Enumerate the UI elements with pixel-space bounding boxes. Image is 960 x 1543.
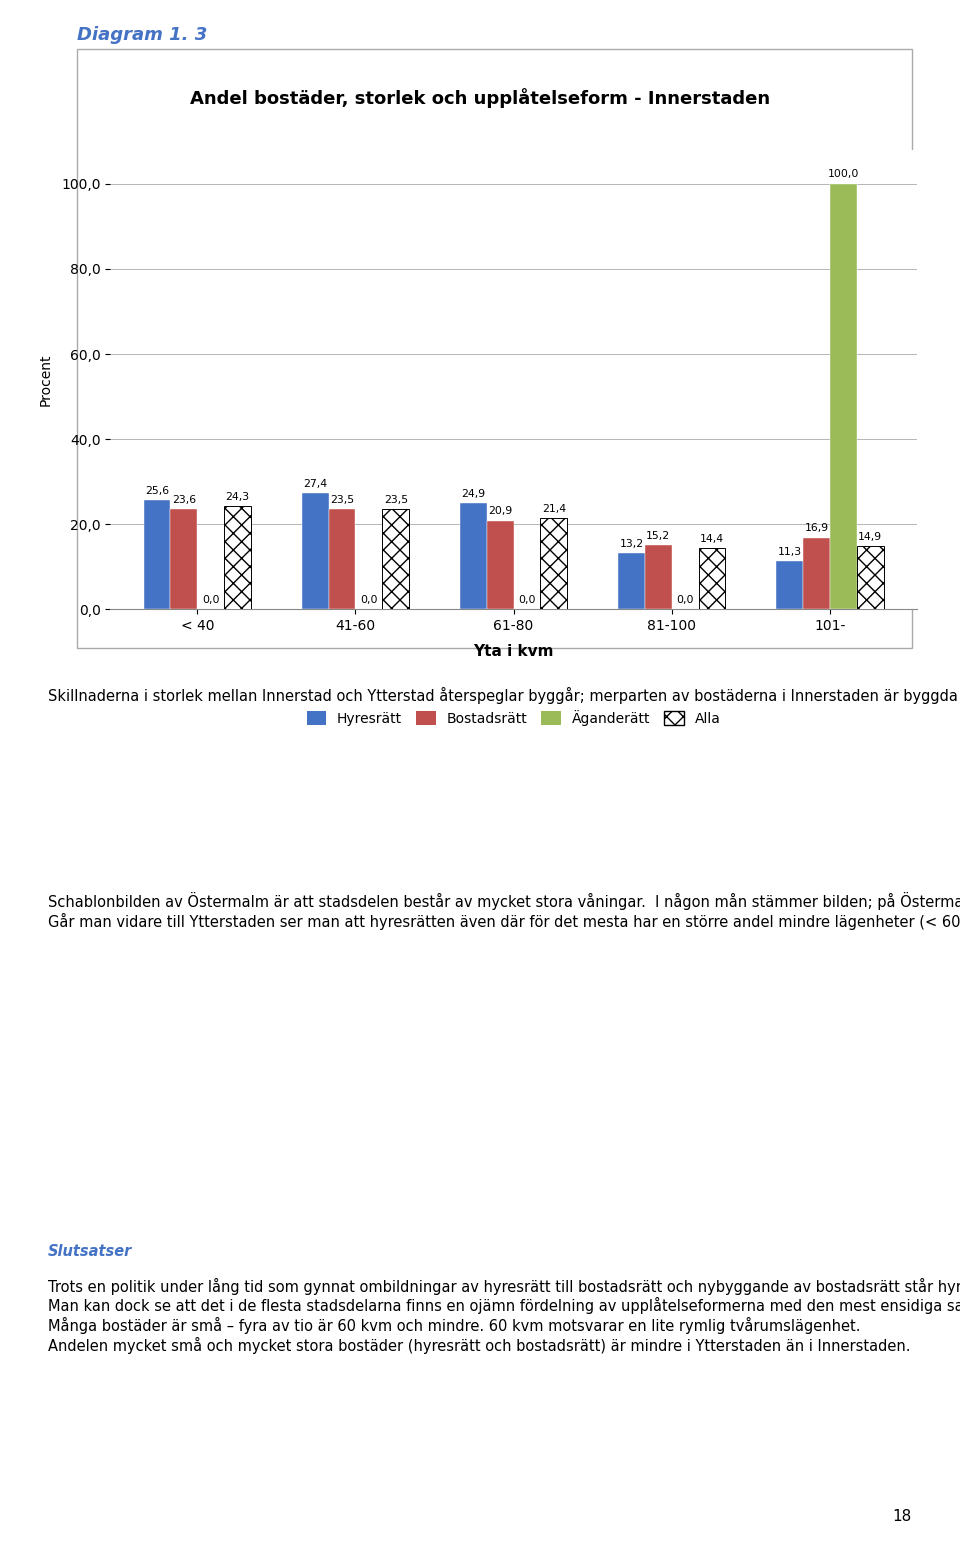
Bar [618, 554, 645, 609]
Bar [225, 506, 252, 609]
Text: Slutsatser: Slutsatser [48, 1244, 132, 1259]
Text: 24,9: 24,9 [461, 489, 486, 500]
X-axis label: Yta i kvm: Yta i kvm [473, 645, 554, 659]
Text: 25,6: 25,6 [145, 486, 169, 497]
Bar [328, 509, 355, 609]
Bar [856, 546, 883, 609]
Text: 11,3: 11,3 [778, 548, 802, 557]
Text: 0,0: 0,0 [677, 596, 694, 605]
Bar [487, 520, 514, 609]
Text: 0,0: 0,0 [518, 596, 536, 605]
Legend: Hyresrätt, Bostadsrätt, Äganderätt, Alla: Hyresrätt, Bostadsrätt, Äganderätt, Alla [301, 704, 726, 731]
Bar [776, 562, 803, 609]
Text: 21,4: 21,4 [541, 505, 566, 514]
Bar [540, 518, 567, 609]
Text: 18: 18 [893, 1509, 912, 1524]
Bar [382, 509, 409, 609]
Text: 100,0: 100,0 [828, 170, 859, 179]
Text: 14,9: 14,9 [858, 532, 882, 542]
Text: 24,3: 24,3 [226, 492, 250, 501]
Text: 13,2: 13,2 [619, 539, 643, 549]
Text: Diagram 1. 3: Diagram 1. 3 [77, 26, 207, 45]
Text: Skillnaderna i storlek mellan Innerstad och Ytterstad återspeglar byggår; merpar: Skillnaderna i storlek mellan Innerstad … [48, 687, 960, 704]
Text: 20,9: 20,9 [488, 506, 513, 517]
Text: Schablonbilden av Östermalm är att stadsdelen består av mycket stora våningar.  : Schablonbilden av Östermalm är att stads… [48, 892, 960, 930]
Bar [645, 545, 672, 609]
Text: Andel bostäder, storlek och upplåtelseform - Innerstaden: Andel bostäder, storlek och upplåtelsefo… [190, 88, 770, 108]
Bar [803, 537, 829, 609]
Text: 0,0: 0,0 [360, 596, 377, 605]
Bar [144, 500, 171, 609]
Text: 16,9: 16,9 [804, 523, 828, 534]
Text: Trots en politik under lång tid som gynnat ombildningar av hyresrätt till bostad: Trots en politik under lång tid som gynn… [48, 1278, 960, 1355]
Bar [171, 509, 198, 609]
Bar [460, 503, 487, 609]
Text: 23,5: 23,5 [384, 495, 408, 505]
Text: 15,2: 15,2 [646, 531, 670, 540]
Bar [301, 492, 328, 609]
Text: 14,4: 14,4 [700, 534, 724, 545]
Bar [829, 184, 856, 609]
Text: 23,6: 23,6 [172, 495, 196, 505]
Text: 23,5: 23,5 [330, 495, 354, 505]
Bar [699, 548, 726, 609]
Text: 27,4: 27,4 [303, 478, 327, 489]
Y-axis label: Procent: Procent [38, 353, 53, 406]
Text: 0,0: 0,0 [202, 596, 220, 605]
